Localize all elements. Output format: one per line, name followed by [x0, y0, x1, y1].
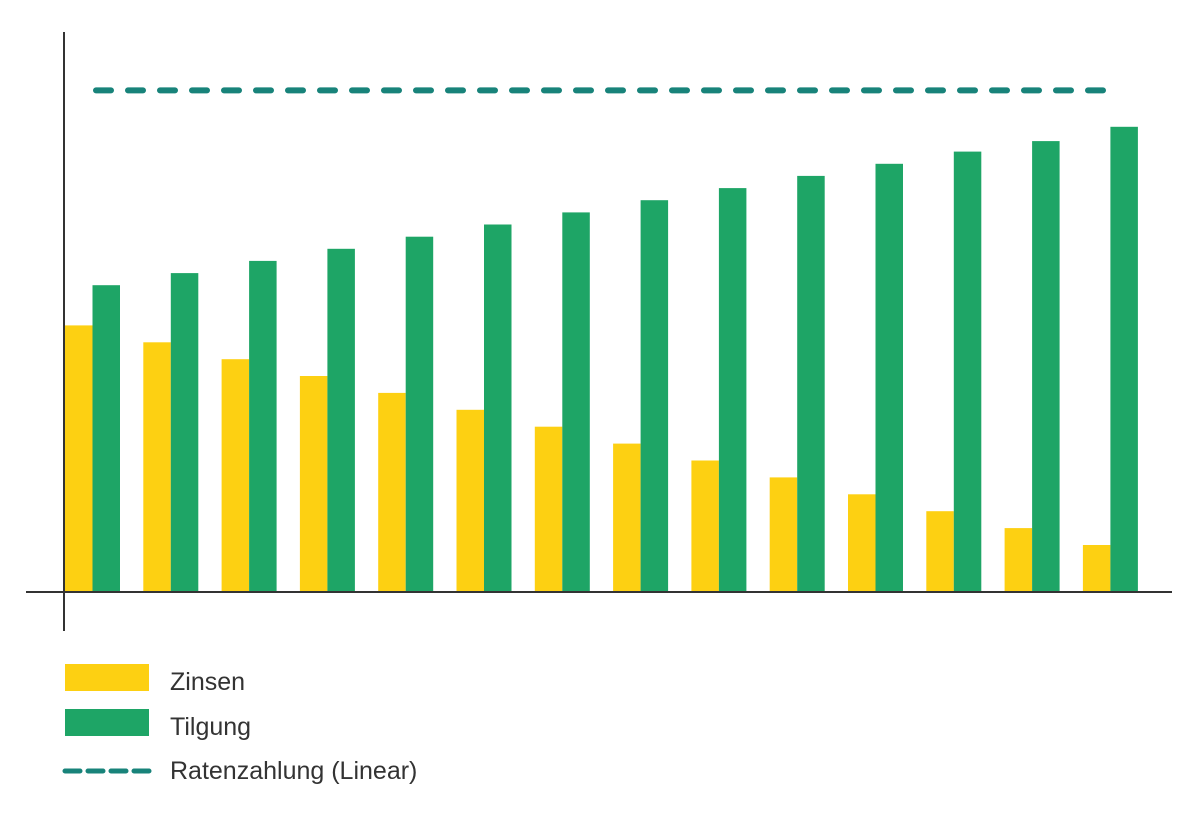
bar-tilgung-14 — [1110, 126, 1138, 593]
bar-tilgung-8 — [640, 200, 669, 592]
legend-label-ratenzahlung: Ratenzahlung (Linear) — [170, 757, 417, 785]
bar-zinsen-6 — [456, 409, 484, 592]
legend-swatch-tilgung — [65, 709, 149, 736]
bar-tilgung-12 — [953, 151, 982, 592]
bar-zinsen-13 — [1004, 528, 1033, 592]
bar-tilgung-1 — [92, 285, 120, 592]
legend-label-zinsen: Zinsen — [170, 668, 245, 696]
legend-item-ratenzahlung: Ratenzahlung (Linear) — [62, 757, 417, 785]
bar-zinsen-5 — [378, 392, 406, 592]
bar-tilgung-13 — [1032, 141, 1060, 592]
bar-zinsen-9 — [691, 460, 719, 592]
plot-area — [65, 87, 1138, 593]
bar-zinsen-4 — [299, 376, 328, 592]
legend-item-zinsen: Zinsen — [65, 664, 245, 696]
legend-label-tilgung: Tilgung — [170, 713, 251, 741]
bar-zinsen-2 — [143, 342, 171, 592]
bar-tilgung-2 — [170, 273, 199, 592]
bar-tilgung-7 — [562, 212, 590, 592]
bar-zinsen-10 — [769, 477, 798, 592]
bar-zinsen-11 — [848, 494, 876, 592]
bar-zinsen-7 — [534, 426, 563, 592]
legend-swatch-zinsen — [65, 664, 149, 691]
bar-tilgung-10 — [797, 175, 825, 592]
bar-zinsen-12 — [926, 511, 954, 592]
bar-zinsen-1 — [65, 325, 93, 592]
legend-item-tilgung: Tilgung — [65, 709, 251, 741]
legend: Zinsen Tilgung Ratenzahlung (Linear) — [62, 664, 417, 785]
bar-zinsen-8 — [613, 443, 641, 592]
bar-tilgung-6 — [484, 224, 512, 592]
bar-zinsen-14 — [1082, 545, 1111, 592]
bar-tilgung-11 — [875, 163, 903, 593]
bar-tilgung-5 — [405, 236, 434, 592]
bar-zinsen-3 — [221, 359, 250, 592]
bar-tilgung-4 — [327, 248, 355, 593]
bar-tilgung-9 — [718, 188, 747, 592]
bar-tilgung-3 — [249, 260, 277, 592]
